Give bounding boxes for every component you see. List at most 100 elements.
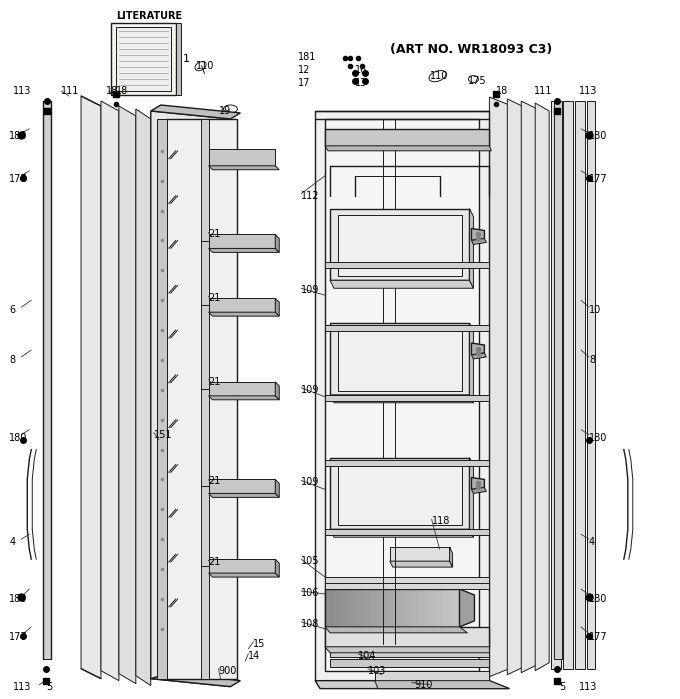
Bar xyxy=(111,23,175,95)
Bar xyxy=(325,589,328,627)
Polygon shape xyxy=(209,493,279,498)
Text: 180: 180 xyxy=(10,433,28,442)
Bar xyxy=(328,589,331,627)
Polygon shape xyxy=(151,672,241,686)
Polygon shape xyxy=(330,649,490,657)
Bar xyxy=(157,119,167,679)
Polygon shape xyxy=(275,559,279,577)
Polygon shape xyxy=(469,323,473,403)
Text: 21: 21 xyxy=(209,477,221,487)
Text: 16: 16 xyxy=(355,65,367,75)
Bar xyxy=(418,589,421,627)
Text: 910: 910 xyxy=(415,679,433,690)
Polygon shape xyxy=(469,208,473,288)
Polygon shape xyxy=(330,208,469,280)
Text: 113: 113 xyxy=(14,86,32,96)
Polygon shape xyxy=(325,395,490,401)
Text: 6: 6 xyxy=(10,305,16,315)
Text: 8: 8 xyxy=(589,355,595,365)
Bar xyxy=(441,589,445,627)
Polygon shape xyxy=(209,396,279,400)
Bar xyxy=(406,589,409,627)
Polygon shape xyxy=(209,559,275,573)
Text: 109: 109 xyxy=(301,385,320,395)
Polygon shape xyxy=(330,323,469,395)
Text: 108: 108 xyxy=(301,619,320,629)
Text: LITERATURE: LITERATURE xyxy=(116,11,182,22)
Bar xyxy=(415,589,418,627)
Polygon shape xyxy=(325,119,479,670)
Bar xyxy=(373,589,376,627)
Text: 175: 175 xyxy=(467,76,486,86)
Polygon shape xyxy=(315,111,490,681)
Text: 21: 21 xyxy=(209,293,221,303)
Bar xyxy=(361,589,364,627)
Text: 111: 111 xyxy=(61,86,80,96)
Bar xyxy=(403,589,406,627)
Text: 18: 18 xyxy=(496,86,509,96)
Text: 177: 177 xyxy=(10,632,28,642)
Bar xyxy=(388,589,391,627)
Polygon shape xyxy=(522,101,537,672)
Bar xyxy=(439,589,441,627)
Polygon shape xyxy=(471,487,486,493)
Bar xyxy=(436,589,439,627)
Text: 180: 180 xyxy=(589,594,607,604)
Polygon shape xyxy=(469,458,473,538)
Text: 113: 113 xyxy=(579,682,598,691)
Bar xyxy=(337,589,340,627)
Text: 10: 10 xyxy=(589,305,601,315)
Polygon shape xyxy=(330,658,490,667)
Text: 4: 4 xyxy=(589,538,595,547)
Text: 111: 111 xyxy=(534,86,553,96)
Bar xyxy=(445,589,447,627)
Text: 181: 181 xyxy=(298,52,317,62)
Polygon shape xyxy=(330,395,473,403)
Polygon shape xyxy=(390,561,452,567)
Bar xyxy=(352,589,355,627)
Polygon shape xyxy=(490,97,509,677)
Bar xyxy=(343,589,346,627)
Bar xyxy=(382,589,385,627)
Polygon shape xyxy=(325,325,490,331)
Text: 180: 180 xyxy=(10,594,28,604)
Polygon shape xyxy=(375,681,509,689)
Polygon shape xyxy=(275,382,279,400)
Bar xyxy=(370,589,373,627)
Bar xyxy=(454,589,456,627)
Polygon shape xyxy=(209,149,275,166)
Text: 21: 21 xyxy=(209,229,221,240)
Bar xyxy=(334,589,337,627)
Polygon shape xyxy=(275,298,279,316)
Text: 13: 13 xyxy=(355,78,367,88)
Text: 21: 21 xyxy=(209,557,221,567)
Text: 110: 110 xyxy=(196,61,214,71)
Bar xyxy=(396,589,400,627)
Polygon shape xyxy=(209,480,275,493)
Text: 4: 4 xyxy=(10,538,16,547)
Polygon shape xyxy=(449,547,452,567)
Polygon shape xyxy=(325,146,492,151)
Polygon shape xyxy=(119,106,136,684)
Polygon shape xyxy=(551,101,561,669)
Text: (ART NO. WR18093 C3): (ART NO. WR18093 C3) xyxy=(390,43,552,56)
Polygon shape xyxy=(338,329,462,391)
Text: 180: 180 xyxy=(10,131,28,141)
Polygon shape xyxy=(175,23,181,95)
Polygon shape xyxy=(471,353,486,359)
Bar xyxy=(409,589,411,627)
Text: 110: 110 xyxy=(430,71,448,81)
Polygon shape xyxy=(325,262,490,268)
Polygon shape xyxy=(338,463,462,525)
Polygon shape xyxy=(471,343,484,355)
Polygon shape xyxy=(209,248,279,252)
Bar xyxy=(430,589,432,627)
Text: 5: 5 xyxy=(46,682,52,691)
Text: 19: 19 xyxy=(218,106,231,116)
Polygon shape xyxy=(535,103,549,670)
Polygon shape xyxy=(151,105,241,119)
Bar xyxy=(426,589,430,627)
Polygon shape xyxy=(325,577,490,589)
Polygon shape xyxy=(209,234,275,248)
Bar xyxy=(346,589,349,627)
